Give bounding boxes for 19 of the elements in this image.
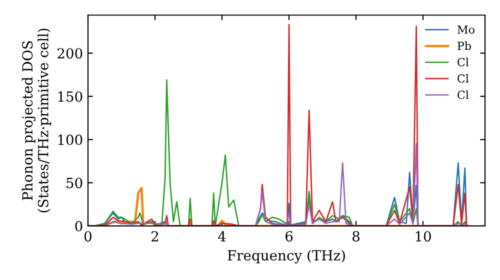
legend-label: Cl: [458, 74, 469, 83]
y-tick-label: 200: [58, 48, 82, 59]
x-tick-label: 0: [84, 231, 92, 242]
legend-label: Pb: [458, 41, 471, 50]
y-tick-label: 50: [66, 178, 82, 188]
x-axis-title: Frequency (THz): [228, 250, 345, 264]
y-tick-label: 150: [58, 91, 82, 102]
x-tick-label: 10: [416, 231, 431, 242]
y-tick-label: 100: [58, 134, 82, 146]
x-tick-label: 2: [152, 231, 158, 242]
legend-label: Cl: [458, 58, 469, 66]
legend-label: Cl: [458, 90, 469, 99]
line-series: [88, 186, 470, 226]
y-axis-title: Phonon projected DOS (States/THz·primitive cell): [22, 28, 52, 212]
y-tick-label: 0: [75, 220, 82, 232]
legend-label: Mo: [457, 25, 474, 34]
x-tick-label: 4: [218, 231, 226, 242]
x-tick-label: 8: [352, 231, 360, 242]
x-tick-label: 6: [286, 231, 293, 242]
